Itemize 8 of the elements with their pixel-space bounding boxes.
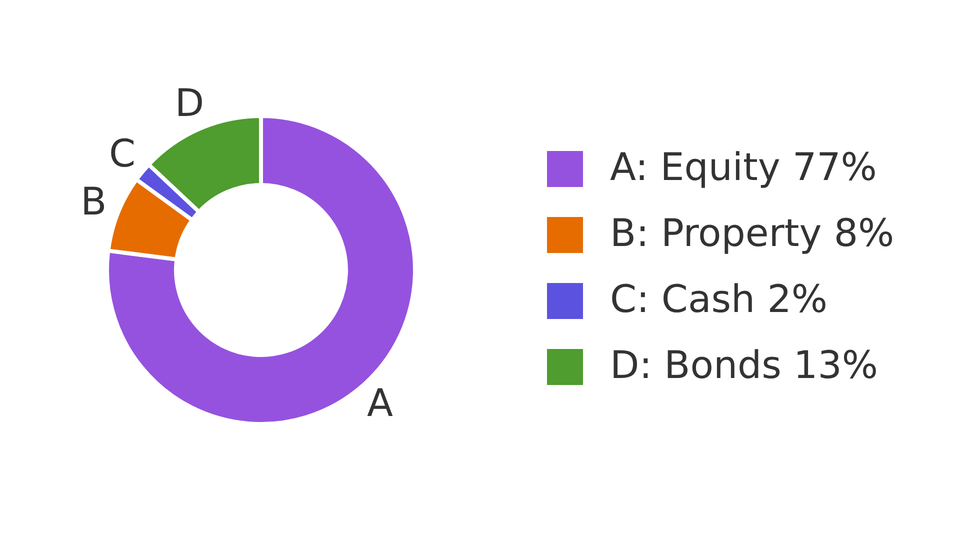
text: A: [367, 381, 394, 426]
legend-label: B: Property 8%: [610, 211, 894, 255]
text: D: [174, 80, 204, 125]
text: B: [80, 180, 107, 224]
text: C: [109, 131, 136, 176]
legend-label: D: Bonds 13%: [610, 343, 878, 387]
legend-label: C: Cash 2%: [610, 277, 828, 321]
legend-label: A: Equity 77%: [610, 145, 877, 189]
